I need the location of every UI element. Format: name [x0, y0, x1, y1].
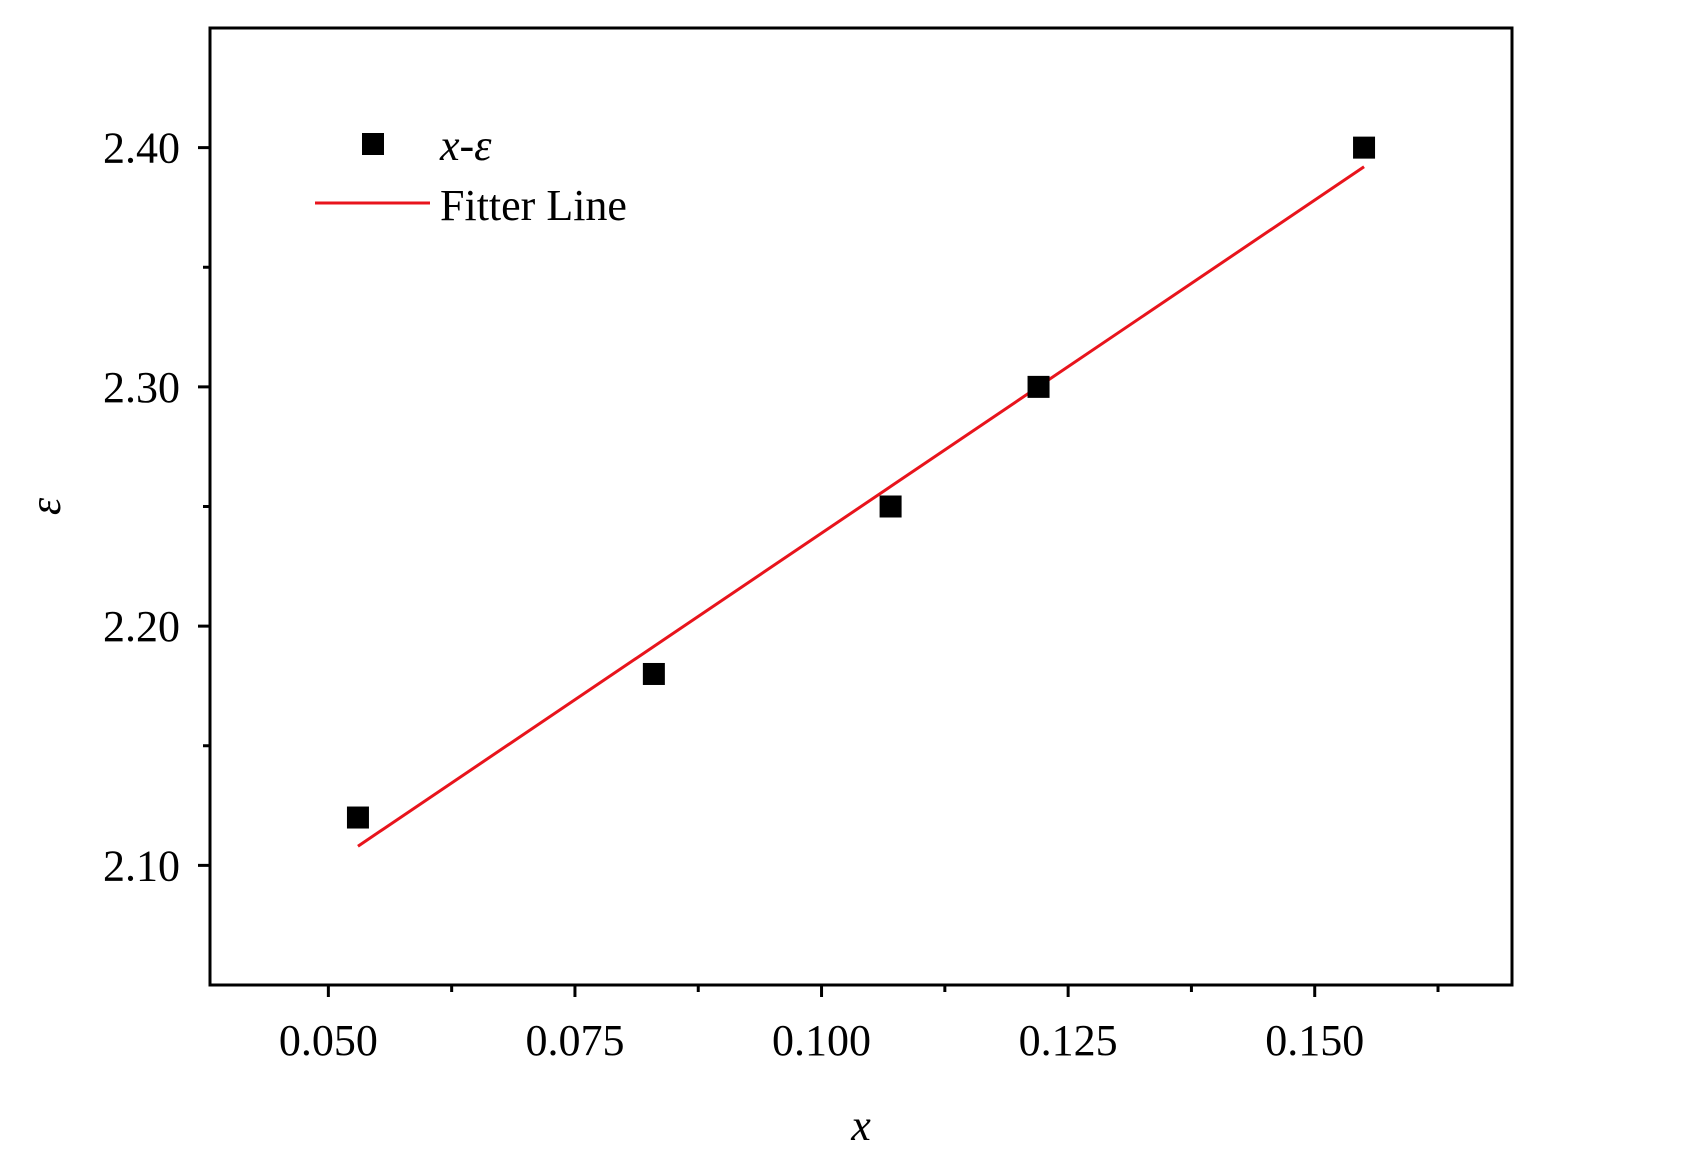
legend-label-fitter-line: Fitter Line — [440, 181, 627, 230]
y-tick-label: 2.30 — [103, 363, 180, 412]
y-axis-tick-labels: 2.10 2.20 2.30 2.40 — [103, 124, 180, 891]
y-tick-label: 2.10 — [103, 841, 180, 890]
data-point — [1353, 136, 1376, 159]
data-point — [346, 806, 369, 829]
x-tick-label: 0.050 — [279, 1016, 378, 1065]
y-axis-ticks — [198, 146, 210, 867]
x-tick-label: 0.100 — [772, 1016, 871, 1065]
data-point — [642, 662, 665, 685]
x-axis-title: x — [850, 1101, 871, 1150]
data-point — [1027, 375, 1050, 398]
x-axis-ticks — [326, 985, 1440, 997]
legend: x-ε Fitter Line — [315, 121, 627, 230]
legend-label-scatter: x-ε — [439, 121, 492, 170]
data-point — [879, 495, 902, 518]
fitter-line-series — [357, 165, 1365, 848]
scatter-series — [346, 136, 1376, 829]
x-tick-label: 0.150 — [1265, 1016, 1364, 1065]
y-axis-title: ε — [21, 497, 70, 515]
x-tick-label: 0.075 — [525, 1016, 624, 1065]
legend-marker-square — [362, 133, 384, 155]
y-tick-label: 2.40 — [103, 124, 180, 173]
x-axis-tick-labels: 0.050 0.075 0.100 0.125 0.150 — [279, 1016, 1364, 1065]
y-tick-label: 2.20 — [103, 602, 180, 651]
x-tick-label: 0.125 — [1019, 1016, 1118, 1065]
